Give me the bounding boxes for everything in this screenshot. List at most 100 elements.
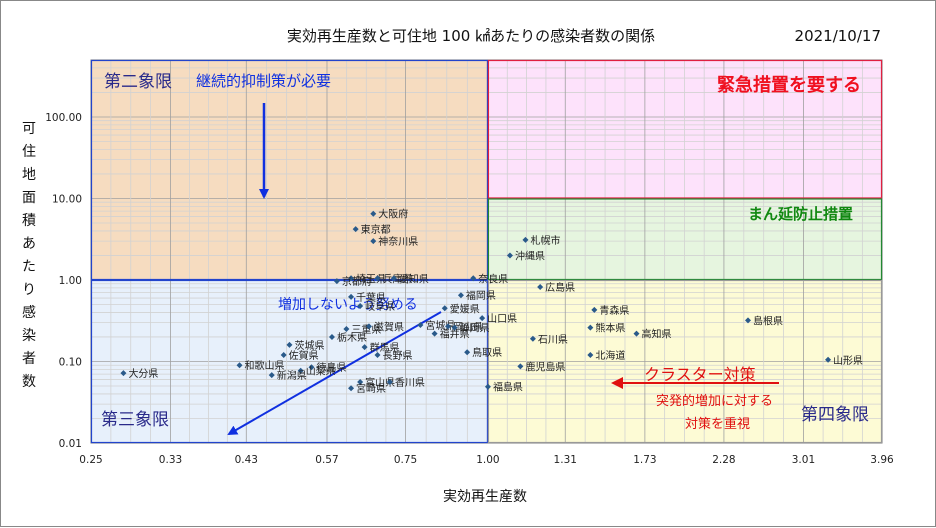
data-point [370,210,377,217]
y-tick-label: 100.00 [45,112,82,124]
data-point [464,349,471,356]
q2-note: 継続的抑制策が必要 [196,72,331,90]
data-point-label: 茨城県 [294,339,324,352]
data-point-label: 山形県 [833,355,863,367]
x-tick-label: 3.96 [870,454,894,466]
region-fill-0 [91,60,488,280]
data-point [390,275,397,282]
data-point-label: 鳥取県 [472,346,502,359]
data-point [268,372,275,379]
data-point [445,323,452,330]
y-axis-label-char: 住 [22,144,36,160]
x-tick-label: 0.25 [79,454,102,466]
data-point-label: 佐賀県 [289,350,319,362]
y-axis-label-char: 地 [22,167,36,183]
data-point-label: 鹿児島県 [525,360,565,373]
data-point-label: 静岡県 [460,322,490,335]
data-point [633,330,640,337]
data-point-label: 広島県 [545,281,575,294]
data-point-label: 山口県 [487,313,517,325]
x-tick-label: 3.01 [792,454,815,466]
q4-title: 第四象限 [801,405,869,425]
region-border-1 [487,59,883,199]
data-point-label: 大阪府 [378,208,408,221]
data-point-label: 愛知県 [399,272,429,285]
y-axis-label-char: 者 [22,351,36,367]
data-point-label: 滋賀県 [374,320,404,333]
data-point-label: 和歌山県 [245,359,285,372]
y-tick-label: 1.00 [59,275,82,287]
data-point-label: 埼玉県 [356,272,386,285]
x-axis-label: 実効再生産数 [443,489,527,505]
data-point [333,278,340,285]
data-point-label: 北海道 [595,349,625,362]
data-point [484,383,491,390]
data-point-label: 青森県 [599,304,629,317]
x-tick-label: 0.57 [315,454,338,466]
y-axis-label-char: り [22,282,36,298]
y-axis-label-char: た [22,259,36,275]
axis-ticks: 0.25 0.33 0.43 0.57 0.75 1.00 1.31 1.73 2.28 3.01… [45,112,894,466]
q3-diagonal-arrow [227,311,442,435]
data-point-label: 長野県 [383,350,413,362]
data-point [286,341,293,348]
y-axis-label-char: 面 [22,190,36,206]
data-point-label: 東京都 [361,223,391,236]
y-tick-label: 0.01 [59,438,82,450]
data-point [745,317,752,324]
chart-date: 2021/10/17 [795,27,881,45]
data-point-label: 沖縄県 [515,249,545,262]
y-axis-label-char: 積 [22,213,36,229]
data-point-label: 富山県 [365,376,395,389]
data-point-label: 岐阜県 [365,300,395,313]
data-point [297,367,304,374]
data-point [522,236,529,243]
data-point-label: 香川県 [395,377,425,389]
data-point-label: 栃木県 [337,331,367,344]
region-border-0 [90,59,489,281]
data-point [308,364,315,371]
region-fill-2 [487,198,882,280]
data-point [280,352,287,359]
data-point-label: 千葉県 [356,291,386,304]
data-point [587,324,594,331]
data-point-label: 札幌市 [530,234,560,247]
region-border-2 [487,198,883,281]
data-point-label: 宮崎県 [356,382,386,395]
data-point [352,226,359,233]
cluster-note-1: 突発的増加に対する [656,393,773,409]
data-point [431,330,438,337]
data-point-label: 兵庫県 [383,272,413,285]
data-point [343,326,350,333]
data-point-label: 神奈川県 [378,235,418,248]
x-tick-label: 1.00 [476,454,499,466]
y-axis-label-char: 数 [22,374,36,390]
x-tick-label: 2.28 [712,454,735,466]
cluster-label: クラスター対策 [644,365,756,384]
region-border-4 [487,279,883,444]
data-point [517,363,524,370]
data-point [386,379,393,386]
data-point [348,293,355,300]
data-point-label: 山梨県 [306,365,336,378]
data-point [120,370,127,377]
data-point [357,379,364,386]
data-point-label: 熊本県 [595,322,625,335]
data-point-label: 石川県 [538,334,568,346]
q3-note: 増加しないよう努める [278,297,418,313]
data-point-label: 福島県 [493,381,523,394]
q3-title: 第三象限 [101,410,169,430]
y-tick-label: 10.00 [52,193,82,205]
data-point-label: 福井県 [440,328,470,341]
manen-label: まん延防止措置 [748,205,853,223]
data-point [591,306,598,313]
data-point-label: 岡山県 [453,321,483,333]
data-point-label: 高知県 [641,328,671,341]
y-axis-label-char: 可 [22,121,36,137]
data-point-label: 三重県 [351,323,381,336]
data-point [365,323,372,330]
data-point [328,333,335,340]
